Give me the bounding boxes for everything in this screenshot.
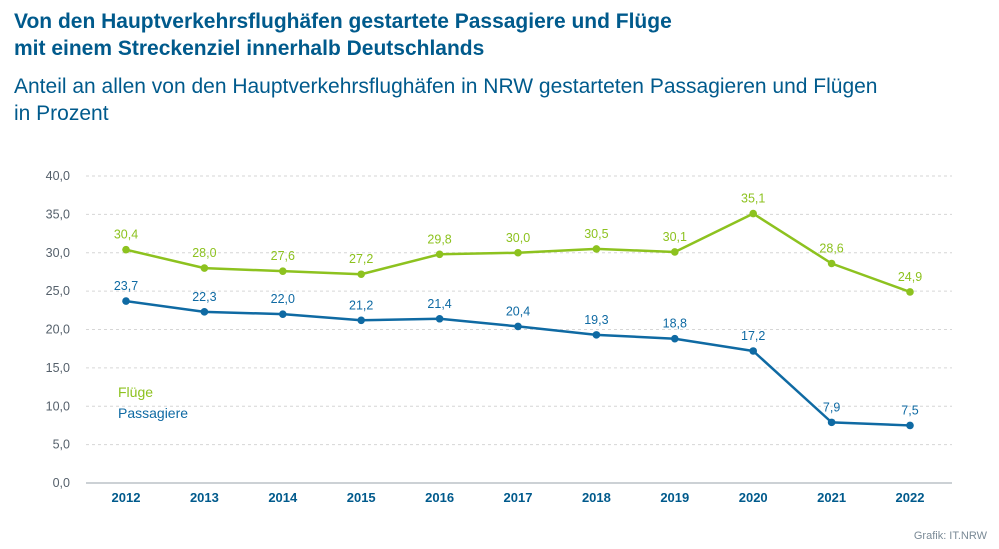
data-point (749, 347, 757, 355)
chart-title: Von den Hauptverkehrsflughäfen gestartet… (14, 8, 984, 62)
data-label: 21,4 (427, 297, 451, 311)
x-tick-label: 2022 (896, 490, 925, 505)
data-label: 19,3 (584, 313, 608, 327)
data-label: 30,4 (114, 228, 138, 242)
data-label: 29,8 (427, 232, 451, 246)
data-point (435, 314, 444, 323)
x-tick-label: 2019 (660, 490, 689, 505)
data-label: 35,1 (741, 192, 765, 206)
data-label: 27,2 (349, 252, 373, 266)
data-label: 22,3 (192, 290, 216, 304)
y-tick-label: 5,0 (53, 438, 70, 452)
x-tick-label: 2013 (190, 490, 219, 505)
subtitle-line-1: Anteil an allen von den Hauptverkehrsflu… (14, 75, 878, 98)
x-tick-label: 2021 (817, 490, 846, 505)
legend-passagiere: Passagiere (118, 405, 188, 421)
x-tick-label: 2012 (112, 490, 141, 505)
x-tick-label: 2015 (347, 490, 376, 505)
source-credit: Grafik: IT.NRW (913, 530, 987, 542)
data-label: 30,0 (506, 231, 530, 245)
y-tick-label: 35,0 (46, 207, 70, 221)
y-tick-label: 25,0 (46, 284, 70, 298)
data-point (514, 248, 522, 257)
y-tick-label: 30,0 (46, 246, 70, 260)
data-label: 30,5 (584, 227, 608, 241)
data-point (906, 288, 914, 296)
data-label: 22,0 (271, 292, 295, 306)
chart-subtitle: Anteil an allen von den Hauptverkehrsflu… (14, 73, 989, 127)
data-point (200, 308, 209, 316)
x-tick-label: 2014 (268, 490, 298, 505)
data-point (122, 245, 130, 254)
data-label: 28,6 (819, 241, 843, 255)
data-label: 17,2 (741, 329, 765, 343)
title-line-2: mit einem Streckenziel innerhalb Deutsch… (14, 37, 485, 60)
subtitle-line-2: in Prozent (14, 102, 109, 125)
y-tick-label: 0,0 (53, 476, 70, 490)
data-point (592, 331, 601, 339)
data-label: 24,9 (898, 270, 922, 284)
data-point (827, 259, 836, 268)
data-point (200, 264, 209, 272)
x-tick-label: 2020 (739, 490, 768, 505)
data-label: 28,0 (192, 246, 216, 260)
y-tick-label: 15,0 (46, 361, 70, 375)
data-point (749, 209, 757, 218)
data-point (514, 322, 522, 331)
data-label: 18,8 (663, 317, 687, 331)
data-label: 23,7 (114, 279, 138, 293)
title-line-1: Von den Hauptverkehrsflughäfen gestartet… (14, 10, 672, 33)
data-label: 27,6 (271, 249, 295, 263)
y-tick-label: 10,0 (46, 399, 70, 413)
x-tick-label: 2017 (504, 490, 533, 505)
y-tick-label: 20,0 (46, 323, 70, 337)
data-point (592, 245, 601, 253)
data-label: 20,4 (506, 304, 530, 318)
x-tick-label: 2016 (425, 490, 454, 505)
x-tick-label: 2018 (582, 490, 611, 505)
data-point (279, 267, 287, 275)
data-label: 7,9 (823, 400, 840, 414)
data-label: 30,1 (663, 230, 687, 244)
data-point (122, 297, 130, 305)
series-line-passagiere (125, 299, 911, 427)
data-point (357, 270, 366, 279)
legend-fluege: Flüge (118, 384, 153, 400)
data-point (906, 421, 914, 430)
data-point (435, 250, 444, 259)
data-point (827, 418, 836, 427)
data-point (357, 316, 366, 325)
data-label: 7,5 (901, 403, 918, 417)
data-point (671, 334, 679, 343)
data-point (671, 248, 679, 256)
data-label: 21,2 (349, 298, 373, 312)
y-tick-label: 40,0 (46, 169, 70, 183)
data-point (279, 310, 287, 318)
